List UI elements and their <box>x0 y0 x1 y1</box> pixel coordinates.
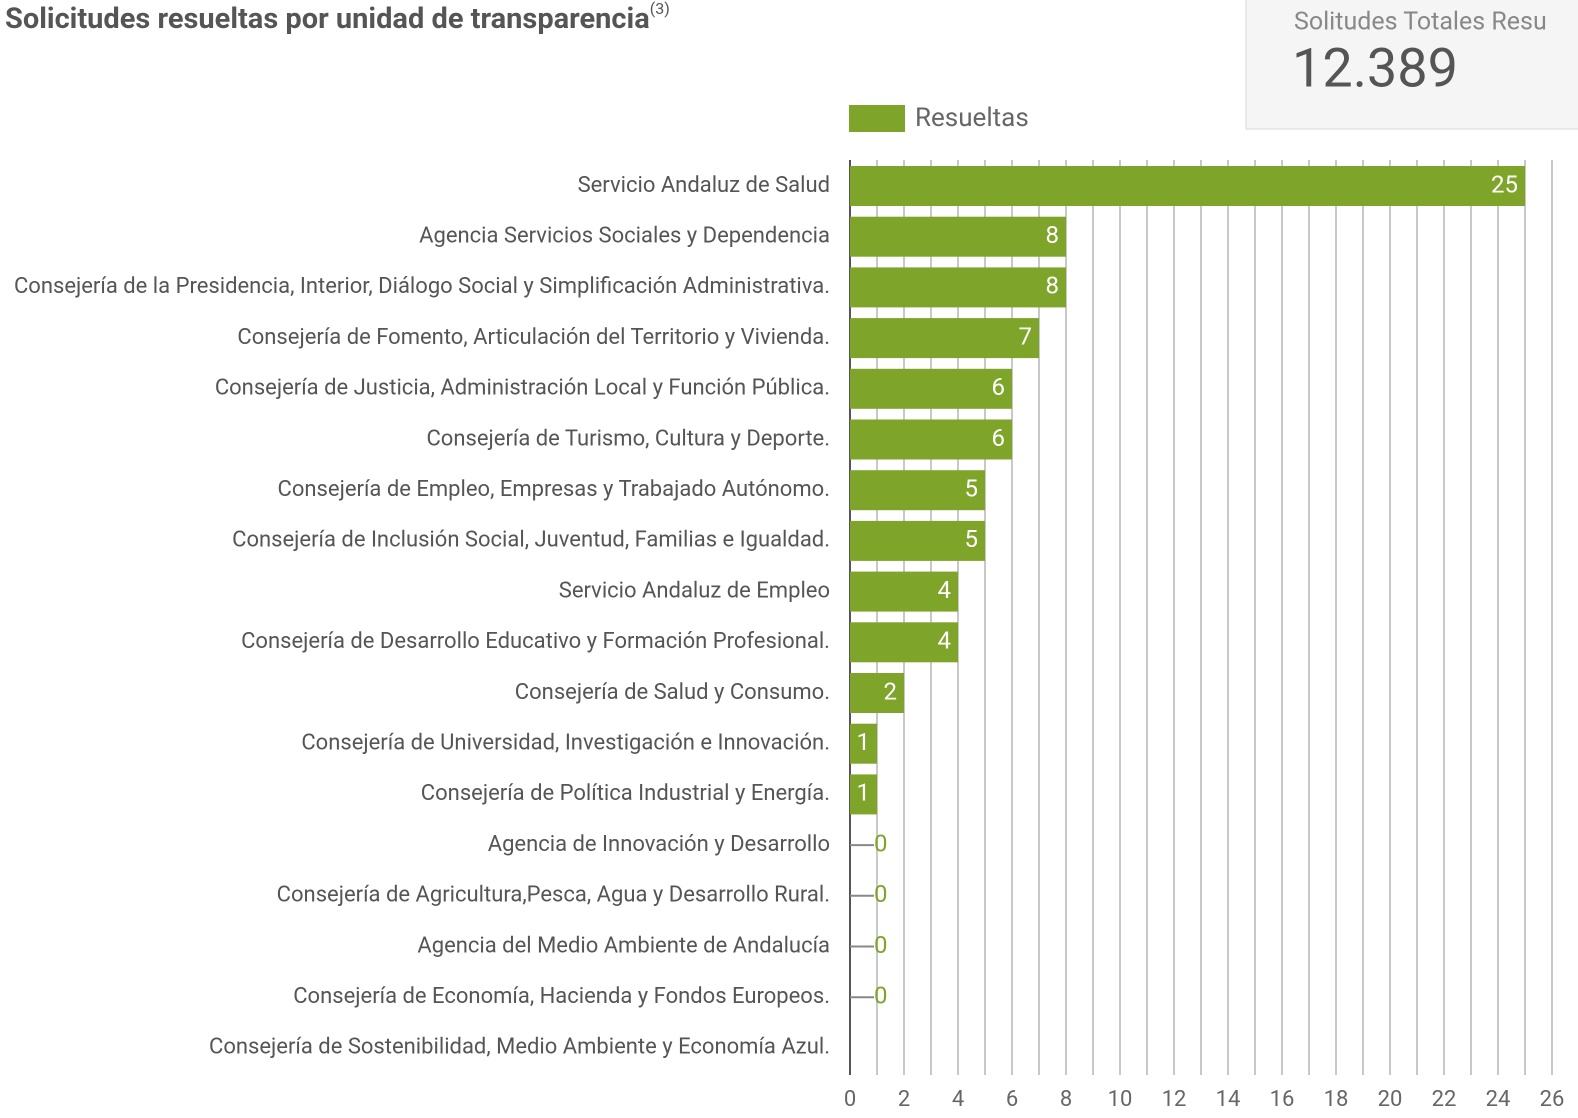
y-tick-label: Agencia Servicios Sociales y Dependencia <box>419 224 830 249</box>
value-label: 2 <box>884 677 898 705</box>
y-tick-label: Consejería de Política Industrial y Ener… <box>421 781 830 806</box>
value-label: 6 <box>992 424 1006 452</box>
x-tick-label: 2 <box>898 1087 910 1112</box>
value-label: 7 <box>1019 322 1033 350</box>
x-tick-label: 26 <box>1540 1087 1565 1112</box>
y-tick-label: Consejería de la Presidencia, Interior, … <box>14 274 830 299</box>
value-label: 8 <box>1046 221 1060 249</box>
value-label: 4 <box>938 576 952 604</box>
y-tick-label: Servicio Andaluz de Salud <box>578 173 830 198</box>
title-note: (3) <box>650 0 670 18</box>
y-tick-label: Consejería de Universidad, Investigación… <box>301 731 830 756</box>
y-tick-label: Consejería de Justicia, Administración L… <box>215 376 830 401</box>
y-tick-label: Agencia del Medio Ambiente de Andalucía <box>417 933 830 958</box>
x-tick-label: 22 <box>1432 1087 1457 1112</box>
x-tick-label: 0 <box>844 1087 856 1112</box>
y-tick-label: Servicio Andaluz de Empleo <box>559 578 830 603</box>
x-tick-label: 6 <box>1006 1087 1018 1112</box>
x-tick-label: 20 <box>1378 1087 1403 1112</box>
bar <box>850 622 958 663</box>
y-tick-label: Consejería de Turismo, Cultura y Deporte… <box>426 426 830 451</box>
y-tick-label: Consejería de Desarrollo Educativo y For… <box>241 629 830 654</box>
y-tick-label: Consejería de Sostenibilidad, Medio Ambi… <box>209 1035 830 1060</box>
legend-swatch <box>849 105 905 132</box>
y-tick-label: Consejería de Inclusión Social, Juventud… <box>232 528 830 553</box>
x-tick-label: 12 <box>1162 1087 1187 1112</box>
value-label: 25 <box>1491 170 1518 198</box>
bar <box>850 216 1066 257</box>
bar <box>850 723 877 764</box>
x-tick-label: 16 <box>1270 1087 1295 1112</box>
value-label: 0 <box>874 982 888 1010</box>
x-tick-label: 10 <box>1108 1087 1133 1112</box>
value-label: 4 <box>938 627 952 655</box>
bar <box>850 673 904 713</box>
card-label: Solitudes Totales Resu <box>1294 8 1547 37</box>
x-tick-label: 8 <box>1060 1087 1072 1112</box>
y-tick-label: Consejería de Agricultura,Pesca, Agua y … <box>277 883 830 908</box>
y-tick-label: Consejería de Economía, Hacienda y Fondo… <box>293 984 830 1009</box>
value-label: 1 <box>857 728 871 756</box>
x-tick-label: 18 <box>1324 1087 1349 1112</box>
value-label: 0 <box>874 829 888 857</box>
bar <box>850 368 1012 409</box>
bar <box>850 571 958 612</box>
value-label: 1 <box>857 779 871 807</box>
value-label: 8 <box>1046 272 1060 300</box>
bar <box>850 166 1525 206</box>
y-tick-label: Consejería de Empleo, Empresas y Trabaja… <box>278 477 830 502</box>
value-label: 0 <box>874 931 888 959</box>
y-tick-label: Consejería de Salud y Consumo. <box>515 680 830 705</box>
value-label: 5 <box>965 525 979 553</box>
bar <box>850 419 1012 460</box>
x-tick-label: 24 <box>1486 1087 1511 1112</box>
bar <box>850 774 877 815</box>
y-tick-label: Agencia de Innovación y Desarrollo <box>488 832 830 857</box>
value-label: 0 <box>874 880 888 908</box>
title: Solicitudes resueltas por unidad de tran… <box>5 0 670 36</box>
legend-label: Resueltas <box>915 103 1029 133</box>
x-tick-label: 14 <box>1216 1087 1241 1112</box>
value-label: 6 <box>992 373 1006 401</box>
value-label: 5 <box>965 475 979 503</box>
bar <box>850 520 985 561</box>
title-text: Solicitudes resueltas por unidad de tran… <box>5 2 650 36</box>
x-tick-label: 4 <box>952 1087 964 1112</box>
bar <box>850 267 1066 308</box>
bar <box>850 318 1039 359</box>
card-value: 12.389 <box>1292 37 1458 100</box>
y-tick-label: Consejería de Fomento, Articulación del … <box>237 325 830 350</box>
card <box>1245 0 1578 130</box>
bar <box>850 470 985 511</box>
